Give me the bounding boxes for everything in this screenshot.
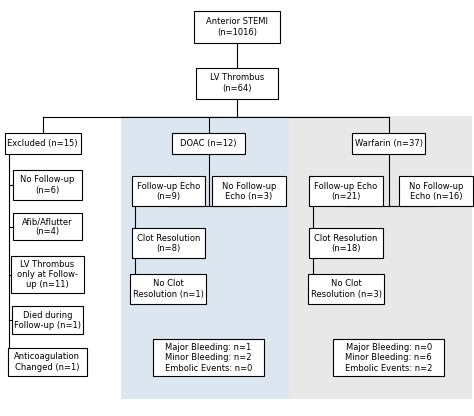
- FancyBboxPatch shape: [289, 116, 472, 399]
- Text: Anticoagulation
Changed (n=1): Anticoagulation Changed (n=1): [14, 352, 81, 371]
- Text: No Follow-up
Echo (n=3): No Follow-up Echo (n=3): [222, 182, 276, 201]
- FancyBboxPatch shape: [131, 176, 205, 206]
- Text: Anterior STEMI
(n=1016): Anterior STEMI (n=1016): [206, 17, 268, 37]
- Text: Clot Resolution
(n=18): Clot Resolution (n=18): [314, 234, 378, 253]
- FancyBboxPatch shape: [13, 170, 82, 200]
- Text: LV Thrombus
only at Follow-
up (n=11): LV Thrombus only at Follow- up (n=11): [17, 260, 78, 290]
- FancyBboxPatch shape: [399, 176, 473, 206]
- FancyBboxPatch shape: [13, 213, 82, 240]
- FancyBboxPatch shape: [309, 228, 383, 258]
- FancyBboxPatch shape: [194, 11, 280, 42]
- Text: No Clot
Resolution (n=1): No Clot Resolution (n=1): [133, 280, 204, 299]
- Text: No Follow-up
Echo (n=16): No Follow-up Echo (n=16): [409, 182, 463, 201]
- FancyBboxPatch shape: [172, 133, 246, 154]
- FancyBboxPatch shape: [212, 176, 285, 206]
- FancyBboxPatch shape: [12, 306, 83, 334]
- Text: Follow-up Echo
(n=21): Follow-up Echo (n=21): [314, 182, 378, 201]
- Text: DOAC (n=12): DOAC (n=12): [180, 139, 237, 148]
- FancyBboxPatch shape: [121, 116, 289, 399]
- FancyBboxPatch shape: [130, 274, 206, 304]
- Text: Afib/Aflutter
(n=4): Afib/Aflutter (n=4): [22, 217, 73, 236]
- FancyBboxPatch shape: [352, 133, 425, 154]
- FancyBboxPatch shape: [5, 133, 81, 154]
- Text: Major Bleeding: n=1
Minor Bleeding: n=2
Embolic Events: n=0: Major Bleeding: n=1 Minor Bleeding: n=2 …: [165, 343, 252, 373]
- FancyBboxPatch shape: [11, 256, 84, 293]
- Text: Died during
Follow-up (n=1): Died during Follow-up (n=1): [14, 311, 81, 330]
- Text: Clot Resolution
(n=8): Clot Resolution (n=8): [137, 234, 200, 253]
- Text: Excluded (n=15): Excluded (n=15): [8, 139, 78, 148]
- Text: No Follow-up
(n=6): No Follow-up (n=6): [20, 176, 74, 195]
- FancyBboxPatch shape: [195, 67, 278, 99]
- Text: No Clot
Resolution (n=3): No Clot Resolution (n=3): [310, 280, 382, 299]
- FancyBboxPatch shape: [8, 348, 86, 376]
- FancyBboxPatch shape: [153, 339, 264, 376]
- Text: LV Thrombus
(n=64): LV Thrombus (n=64): [210, 74, 264, 93]
- FancyBboxPatch shape: [308, 274, 384, 304]
- Text: Major Bleeding: n=0
Minor Bleeding: n=6
Embolic Events: n=2: Major Bleeding: n=0 Minor Bleeding: n=6 …: [345, 343, 432, 373]
- FancyBboxPatch shape: [309, 176, 383, 206]
- Text: Warfarin (n=37): Warfarin (n=37): [355, 139, 423, 148]
- Text: Follow-up Echo
(n=9): Follow-up Echo (n=9): [137, 182, 200, 201]
- FancyBboxPatch shape: [333, 339, 444, 376]
- FancyBboxPatch shape: [131, 228, 205, 258]
